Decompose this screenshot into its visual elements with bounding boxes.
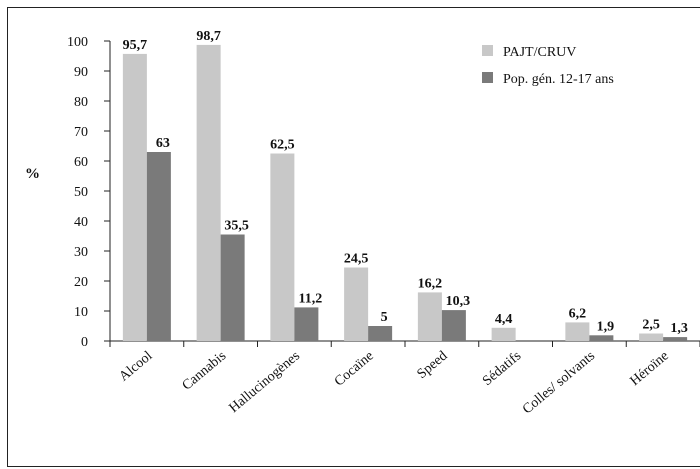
category-label: Colles/ solvants	[520, 349, 598, 418]
data-label: 16,2	[418, 276, 443, 291]
bar-popgen	[441, 310, 466, 341]
bar-pajt	[122, 53, 147, 342]
legend-label: PAJT/CRUV	[503, 45, 576, 60]
y-tick-label: 20	[74, 275, 88, 290]
y-tick-label: 40	[74, 215, 88, 230]
y-axis-label: %	[25, 166, 40, 182]
bar-popgen	[146, 152, 171, 341]
category-label: Alcool	[117, 349, 156, 385]
bar-popgen	[220, 234, 245, 341]
bar-popgen	[589, 335, 614, 341]
y-tick-label: 100	[67, 35, 88, 50]
data-label: 4,4	[495, 312, 513, 327]
data-label: 6,2	[569, 306, 587, 321]
data-label: 62,5	[270, 138, 295, 153]
bar-popgen	[368, 326, 393, 341]
legend-swatch	[482, 72, 493, 83]
y-tick-label: 80	[74, 95, 88, 110]
bar-pajt	[417, 292, 442, 341]
bar-pajt	[344, 267, 369, 341]
data-label: 10,3	[446, 294, 471, 309]
category-label: Cocaïne	[332, 349, 377, 390]
y-tick-label: 70	[74, 125, 88, 140]
data-label: 95,7	[123, 38, 148, 53]
bar-popgen	[663, 337, 688, 341]
data-label: 2,5	[642, 318, 660, 333]
y-tick-label: 50	[74, 185, 88, 200]
y-tick-label: 0	[81, 335, 88, 350]
y-tick-label: 90	[74, 65, 88, 80]
category-label: Hallucinogènes	[227, 349, 303, 416]
data-label: 63	[156, 136, 170, 151]
y-tick-label: 30	[74, 245, 88, 260]
bar-pajt	[639, 333, 664, 341]
category-label: Sédatifs	[480, 349, 524, 389]
category-label: Speed	[415, 349, 451, 382]
data-label: 5	[381, 310, 388, 325]
legend-label: Pop. gén. 12-17 ans	[503, 72, 614, 87]
data-label: 1,9	[597, 319, 615, 334]
legend-swatch	[482, 45, 493, 56]
bar-pajt	[491, 327, 516, 341]
data-label: 24,5	[344, 252, 369, 267]
data-label: 1,3	[670, 321, 688, 336]
y-tick-label: 60	[74, 155, 88, 170]
data-label: 98,7	[196, 29, 221, 44]
bar-popgen	[294, 307, 319, 341]
chart-frame	[7, 7, 700, 467]
category-label: Héroïne	[628, 349, 672, 389]
category-label: Cannabis	[180, 349, 230, 394]
data-label: 35,5	[224, 219, 249, 234]
bar-pajt	[196, 44, 221, 342]
bar-pajt	[565, 322, 590, 341]
y-tick-label: 10	[74, 305, 88, 320]
data-label: 11,2	[299, 291, 323, 306]
bar-pajt	[270, 153, 295, 341]
